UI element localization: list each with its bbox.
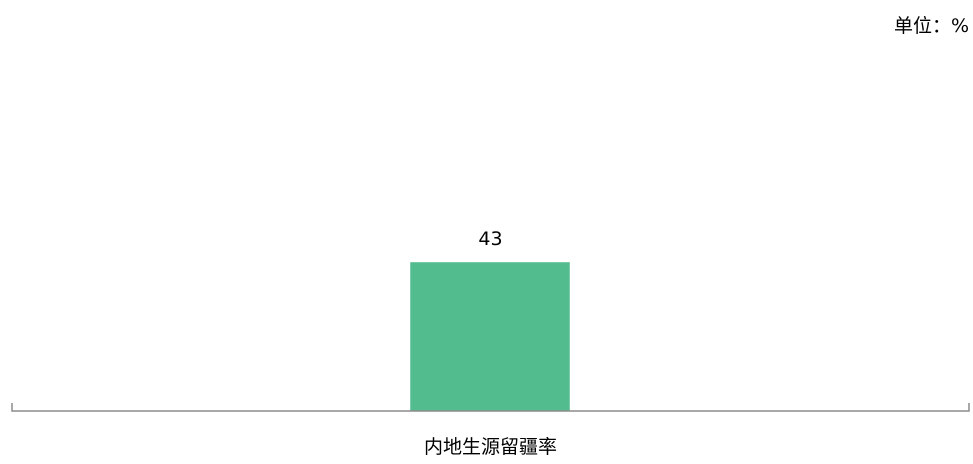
unit-label: 单位：% xyxy=(894,15,969,37)
x-axis-line xyxy=(11,403,970,412)
data-label-1: 43 xyxy=(478,228,502,250)
plot-area: 43 内地生源留疆率 xyxy=(11,228,970,458)
x-tick-label-1: 内地生源留疆率 xyxy=(424,436,557,458)
bar-1 xyxy=(410,262,570,411)
